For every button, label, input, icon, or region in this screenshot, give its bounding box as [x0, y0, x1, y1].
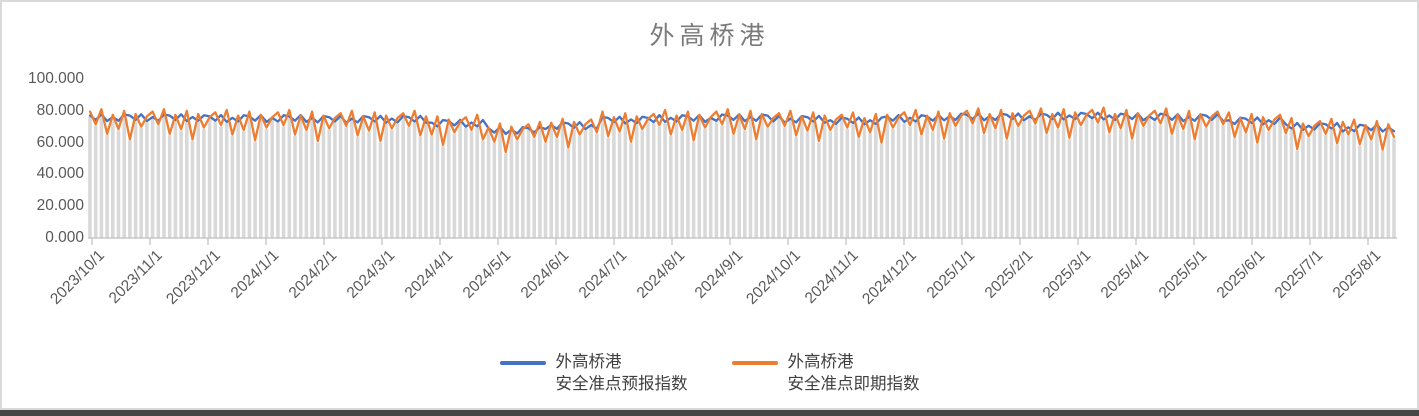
legend-label: 外高桥港 安全准点预报指数 — [555, 353, 688, 393]
y-axis-label: 80.000 — [36, 101, 84, 119]
legend-line-swatch — [731, 361, 778, 365]
window-bottom-edge — [0, 410, 1419, 416]
x-axis — [88, 237, 1397, 245]
legend-label: 外高桥港 安全准点即期指数 — [787, 353, 920, 393]
drop-line-bars — [88, 114, 1396, 238]
chart-title: 外高桥港 — [649, 22, 770, 50]
y-axis-label: 100.000 — [27, 70, 84, 87]
chart-legend: 外高桥港 安全准点预报指数 外高桥港 安全准点即期指数 — [2, 352, 1417, 395]
legend-line-swatch — [499, 361, 546, 365]
series-line-1 — [88, 106, 1396, 154]
y-axis-label: 60.000 — [36, 133, 84, 151]
legend-item-1[interactable]: 外高桥港 安全准点即期指数 — [731, 352, 920, 395]
y-axis-label: 20.000 — [36, 197, 84, 215]
y-axis-label: 0.000 — [45, 229, 84, 246]
legend-item-0[interactable]: 外高桥港 安全准点预报指数 — [499, 352, 688, 395]
y-axis-label: 40.000 — [36, 165, 84, 183]
